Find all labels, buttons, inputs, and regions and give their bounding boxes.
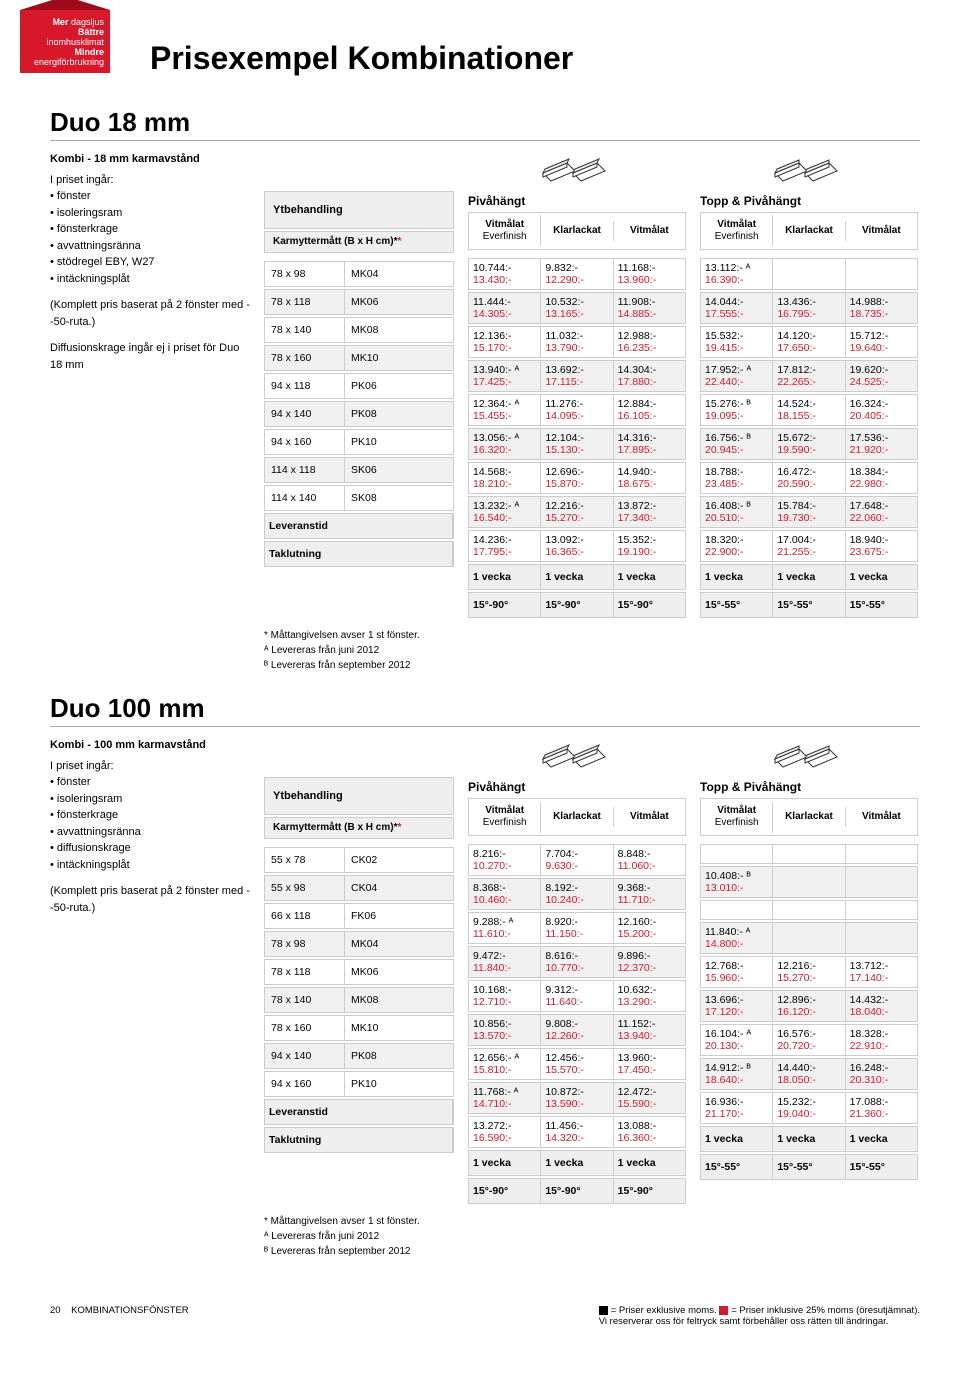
price-row: 10.168:-12.710:-9.312:-11.640:-10.632:-1… xyxy=(468,980,686,1012)
taklutning-row: Taklutning xyxy=(264,541,454,567)
tk-row: 15°-55°15°-55°15°-55° xyxy=(700,592,918,618)
karm-header: Karmyttermått (B x H cm)** xyxy=(264,231,454,253)
window-icon xyxy=(700,151,918,190)
col-headers: VitmålatEverfinishKlarlackatVitmålat xyxy=(468,798,686,836)
price-row: 9.288:- ᴬ11.610:-8.920:-11.150:-12.160:-… xyxy=(468,912,686,944)
tk-row: 15°-90°15°-90°15°-90° xyxy=(468,592,686,618)
size-row: 66 x 118FK06 xyxy=(264,903,454,929)
price-row: 17.952:- ᴬ22.440:-17.812:-22.265:-19.620… xyxy=(700,360,918,392)
size-row: 114 x 118SK06 xyxy=(264,457,454,483)
tk-row: 15°-55°15°-55°15°-55° xyxy=(700,1154,918,1180)
price-row: 13.940:- ᴬ17.425:-13.692:-17.115:-14.304… xyxy=(468,360,686,392)
ytb-label: Ytbehandling xyxy=(264,191,454,229)
brand-logo: Mer dagsljus Bättre inomhusklimat Mindre… xyxy=(20,10,110,73)
section-notes: * Måttangivelsen avser 1 st fönster.ᴬ Le… xyxy=(264,628,920,673)
lv-row: 1 vecka1 vecka1 vecka xyxy=(700,564,918,590)
size-row: 78 x 160MK10 xyxy=(264,345,454,371)
price-row: 12.364:- ᴬ15.455:-11.276:-14.095:-12.884… xyxy=(468,394,686,426)
group-header: Pivåhängt xyxy=(468,194,686,208)
size-row: 94 x 160PK10 xyxy=(264,1071,454,1097)
price-row xyxy=(700,844,918,864)
price-row: 13.056:- ᴬ16.320:-12.104:-15.130:-14.316… xyxy=(468,428,686,460)
size-row: 94 x 160PK10 xyxy=(264,429,454,455)
size-row: 114 x 140SK08 xyxy=(264,485,454,511)
price-row: 15.532:-19.415:-14.120:-17.650:-15.712:-… xyxy=(700,326,918,358)
price-row: 9.472:-11.840:-8.616:-10.770:-9.896:-12.… xyxy=(468,946,686,978)
price-row: 14.236:-17.795:-13.092:-16.365:-15.352:-… xyxy=(468,530,686,562)
price-row xyxy=(700,900,918,920)
price-row: 8.216:-10.270:-7.704:-9.630:-8.848:-11.0… xyxy=(468,844,686,876)
legend: = Priser exklusive moms. = Priser inklus… xyxy=(599,1305,920,1327)
group-header: Topp & Pivåhängt xyxy=(700,194,918,208)
price-row: 16.104:- ᴬ20.130:-16.576:-20.720:-18.328… xyxy=(700,1024,918,1056)
section-intro: Kombi - 100 mm karmavståndI priset ingår… xyxy=(50,737,250,1206)
taklutning-row: Taklutning xyxy=(264,1127,454,1153)
price-row: 16.408:- ᴮ20.510:-15.784:-19.730:-17.648… xyxy=(700,496,918,528)
price-row: 8.368:-10.460:-8.192:-10.240:-9.368:-11.… xyxy=(468,878,686,910)
col-headers: VitmålatEverfinishKlarlackatVitmålat xyxy=(468,212,686,250)
price-row: 10.744:-13.430:-9.832:-12.290:-11.168:-1… xyxy=(468,258,686,290)
section-intro: Kombi - 18 mm karmavståndI priset ingår:… xyxy=(50,151,250,620)
group-header: Pivåhängt xyxy=(468,780,686,794)
price-row: 12.656:- ᴬ15.810:-12.456:-15.570:-13.960… xyxy=(468,1048,686,1080)
page-number: 20 xyxy=(50,1305,61,1316)
col-headers: VitmålatEverfinishKlarlackatVitmålat xyxy=(700,798,918,836)
window-icon xyxy=(700,737,918,776)
size-row: 78 x 140MK08 xyxy=(264,317,454,343)
size-row: 55 x 78CK02 xyxy=(264,847,454,873)
price-row: 16.936:-21.170:-15.232:-19.040:-17.088:-… xyxy=(700,1092,918,1124)
page-title: Prisexempel Kombinationer xyxy=(150,40,920,77)
price-row: 13.112:- ᴬ16.390:- xyxy=(700,258,918,290)
window-icon xyxy=(468,737,686,776)
lv-row: 1 vecka1 vecka1 vecka xyxy=(700,1126,918,1152)
leveranstid-row: Leveranstid xyxy=(264,513,454,539)
price-row: 10.408:- ᴮ13.010:- xyxy=(700,866,918,898)
size-row: 78 x 118MK06 xyxy=(264,289,454,315)
section-title: Duo 100 mm xyxy=(50,693,920,727)
leveranstid-row: Leveranstid xyxy=(264,1099,454,1125)
size-row: 78 x 140MK08 xyxy=(264,987,454,1013)
price-row: 11.840:- ᴬ14.800:- xyxy=(700,922,918,954)
page-label: KOMBINATIONSFÖNSTER xyxy=(71,1305,189,1316)
price-row: 12.136:-15.170:-11.032:-13.790:-12.988:-… xyxy=(468,326,686,358)
price-row: 11.444:-14.305:-10.532:-13.165:-11.908:-… xyxy=(468,292,686,324)
section-notes: * Måttangivelsen avser 1 st fönster.ᴬ Le… xyxy=(264,1214,920,1259)
price-row: 18.788:-23.485:-16.472:-20.590:-18.384:-… xyxy=(700,462,918,494)
karm-header: Karmyttermått (B x H cm)** xyxy=(264,817,454,839)
price-row: 13.696:-17.120:-12.896:-16.120:-14.432:-… xyxy=(700,990,918,1022)
tk-row: 15°-90°15°-90°15°-90° xyxy=(468,1178,686,1204)
section-title: Duo 18 mm xyxy=(50,107,920,141)
size-row: 94 x 118PK06 xyxy=(264,373,454,399)
price-row: 13.272:-16.590:-11.456:-14.320:-13.088:-… xyxy=(468,1116,686,1148)
window-icon xyxy=(468,151,686,190)
size-row: 78 x 98MK04 xyxy=(264,261,454,287)
ytb-label: Ytbehandling xyxy=(264,777,454,815)
col-headers: VitmålatEverfinishKlarlackatVitmålat xyxy=(700,212,918,250)
price-row: 12.768:-15.960:-12.216:-15.270:-13.712:-… xyxy=(700,956,918,988)
price-row: 15.276:- ᴮ19.095:-14.524:-18.155:-16.324… xyxy=(700,394,918,426)
price-row: 18.320:-22.900:-17.004:-21.255:-18.940:-… xyxy=(700,530,918,562)
size-row: 94 x 140PK08 xyxy=(264,401,454,427)
size-row: 94 x 140PK08 xyxy=(264,1043,454,1069)
price-row: 14.912:- ᴮ18.640:-14.440:-18.050:-16.248… xyxy=(700,1058,918,1090)
group-header: Topp & Pivåhängt xyxy=(700,780,918,794)
price-row: 10.856:-13.570:-9.808:-12.260:-11.152:-1… xyxy=(468,1014,686,1046)
price-row: 11.768:- ᴬ14.710:-10.872:-13.590:-12.472… xyxy=(468,1082,686,1114)
price-row: 14.044:-17.555:-13.436:-16.795:-14.988:-… xyxy=(700,292,918,324)
price-row: 16.756:- ᴮ20.945:-15.672:-19.590:-17.536… xyxy=(700,428,918,460)
lv-row: 1 vecka1 vecka1 vecka xyxy=(468,1150,686,1176)
size-row: 55 x 98CK04 xyxy=(264,875,454,901)
price-row: 13.232:- ᴬ16.540:-12.216:-15.270:-13.872… xyxy=(468,496,686,528)
price-row: 14.568:-18.210:-12.696:-15.870:-14.940:-… xyxy=(468,462,686,494)
lv-row: 1 vecka1 vecka1 vecka xyxy=(468,564,686,590)
size-row: 78 x 160MK10 xyxy=(264,1015,454,1041)
size-row: 78 x 118MK06 xyxy=(264,959,454,985)
size-row: 78 x 98MK04 xyxy=(264,931,454,957)
